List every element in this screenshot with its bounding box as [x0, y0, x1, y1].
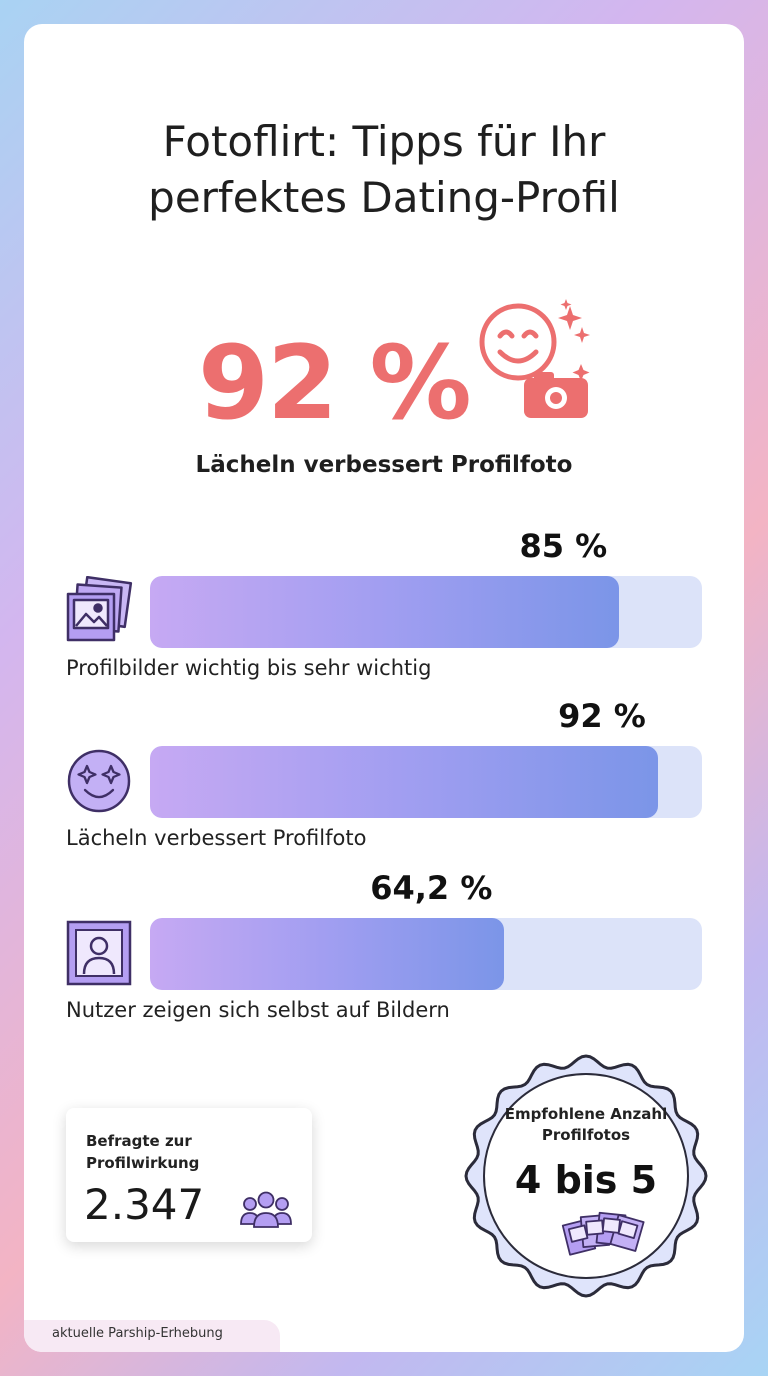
recommended-photos-badge: Empfohlene Anzahl Profilfotos 4 bis 5 — [464, 1054, 708, 1298]
people-icon — [240, 1191, 292, 1228]
bar-value-label: 85 % — [519, 527, 608, 565]
bar-row: 64,2 % Nutzer zeigen sich selbst auf Bil… — [24, 866, 744, 1022]
bar-category-label: Nutzer zeigen sich selbst auf Bildern — [66, 998, 450, 1022]
starry-smiley-icon — [67, 749, 131, 813]
respondents-label: Befragte zur Profilwirkung — [86, 1132, 200, 1172]
bar-value-label: 92 % — [558, 697, 646, 735]
portrait-icon — [66, 920, 132, 986]
bar-row: 92 % Lächeln verbessert Profilfoto — [24, 694, 744, 850]
bar-track — [150, 918, 702, 990]
badge-label: Empfohlene Anzahl Profilfotos — [504, 1105, 668, 1144]
footer-source: aktuelle Parship-Erhebung — [24, 1320, 280, 1352]
photo-stack-icon — [66, 576, 133, 642]
hero-label: Lächeln verbessert Profilfoto — [195, 452, 573, 478]
bar-category-label: Profilbilder wichtig bis sehr wichtig — [66, 656, 432, 680]
smiley-camera-icon — [479, 299, 590, 418]
bar-track — [150, 746, 702, 818]
respondents-value: 2.347 — [84, 1180, 205, 1229]
title-line-1: Fotoflirt: Tipps für Ihr — [162, 117, 606, 167]
bar-row: 85 % Profilbilder wichtig bis sehr wicht… — [24, 524, 744, 680]
badge-value: 4 bis 5 — [514, 1158, 658, 1202]
bar-fill — [150, 576, 620, 648]
photos-fan-icon — [561, 1211, 645, 1256]
bar-track — [150, 576, 702, 648]
title-line-2: perfektes Dating-Profil — [148, 173, 620, 223]
footer-text: aktuelle Parship-Erhebung — [52, 1326, 223, 1341]
hero-value: 92 % — [198, 324, 472, 443]
page-title: Fotoflirt: Tipps für Ihr perfektes Datin… — [24, 114, 744, 226]
bar-fill — [150, 918, 505, 990]
infographic-card: Fotoflirt: Tipps für Ihr perfektes Datin… — [24, 24, 744, 1352]
respondents-card: Befragte zur Profilwirkung 2.347 — [66, 1108, 312, 1242]
bar-fill — [150, 746, 658, 818]
bar-value-label: 64,2 % — [370, 869, 493, 907]
bar-category-label: Lächeln verbessert Profilfoto — [66, 826, 367, 850]
